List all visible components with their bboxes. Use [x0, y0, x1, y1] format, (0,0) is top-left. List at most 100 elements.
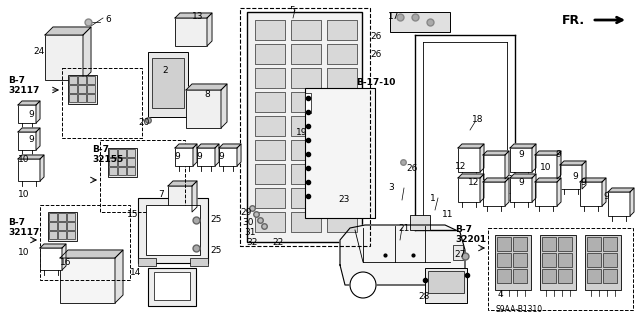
Polygon shape — [18, 128, 40, 132]
Bar — [109, 149, 117, 157]
Polygon shape — [18, 155, 44, 159]
Bar — [127, 149, 135, 157]
Bar — [291, 164, 321, 184]
Text: B-7
32117: B-7 32117 — [8, 76, 40, 95]
Bar — [108, 148, 137, 177]
Bar — [558, 253, 572, 267]
Polygon shape — [557, 151, 561, 179]
Bar — [483, 155, 505, 179]
Bar — [458, 178, 480, 202]
Text: 22: 22 — [272, 238, 284, 247]
Bar — [78, 76, 86, 84]
Bar — [58, 222, 66, 230]
Text: 32: 32 — [246, 238, 257, 247]
Bar — [410, 215, 430, 230]
Bar — [510, 148, 532, 172]
Bar — [247, 12, 362, 242]
Bar — [127, 167, 135, 175]
Polygon shape — [168, 181, 197, 186]
Bar — [513, 237, 527, 251]
Text: 27: 27 — [454, 250, 465, 259]
Bar — [87, 85, 95, 93]
Bar — [603, 269, 617, 283]
Polygon shape — [582, 161, 586, 189]
Bar — [190, 258, 208, 266]
Bar — [40, 205, 130, 280]
Text: 28: 28 — [418, 292, 429, 301]
Polygon shape — [480, 144, 484, 172]
Polygon shape — [608, 188, 634, 192]
Bar — [148, 52, 188, 117]
Text: 9: 9 — [174, 152, 180, 161]
Text: 26: 26 — [406, 164, 417, 173]
Bar — [603, 253, 617, 267]
Text: 26: 26 — [370, 50, 381, 59]
Bar — [18, 132, 36, 150]
Bar — [453, 245, 463, 260]
Polygon shape — [219, 144, 241, 148]
Polygon shape — [510, 174, 536, 178]
Bar — [255, 212, 285, 232]
Bar — [255, 116, 285, 136]
Bar — [148, 268, 196, 306]
Text: 30: 30 — [242, 218, 253, 227]
Polygon shape — [175, 144, 197, 148]
Bar — [127, 158, 135, 166]
Polygon shape — [480, 174, 484, 202]
Text: 14: 14 — [130, 268, 141, 277]
Polygon shape — [36, 128, 40, 150]
Text: B-7
32117: B-7 32117 — [8, 218, 40, 237]
Text: B-7
32155: B-7 32155 — [92, 145, 124, 164]
Bar — [67, 231, 75, 239]
Bar — [87, 94, 95, 102]
Circle shape — [350, 272, 376, 298]
Bar — [428, 271, 464, 293]
Bar — [255, 44, 285, 64]
Bar — [175, 148, 193, 166]
Bar — [49, 231, 57, 239]
Text: 9: 9 — [218, 152, 224, 161]
Bar — [109, 167, 117, 175]
Polygon shape — [60, 250, 123, 258]
Text: FR.: FR. — [562, 13, 585, 26]
Polygon shape — [505, 151, 509, 179]
Polygon shape — [175, 13, 212, 18]
Bar — [67, 213, 75, 221]
Bar — [291, 44, 321, 64]
Polygon shape — [197, 144, 219, 148]
Bar — [542, 269, 556, 283]
Bar — [580, 182, 602, 206]
Text: B-17-10: B-17-10 — [356, 78, 396, 87]
Polygon shape — [83, 27, 91, 80]
Bar — [390, 12, 450, 32]
Bar — [255, 188, 285, 208]
Bar — [186, 90, 221, 128]
Bar — [291, 212, 321, 232]
Bar — [255, 164, 285, 184]
Polygon shape — [45, 27, 91, 35]
Text: 2: 2 — [162, 66, 168, 75]
Bar — [100, 140, 185, 212]
Text: 12: 12 — [455, 162, 467, 171]
Polygon shape — [458, 174, 484, 178]
Text: 4: 4 — [498, 290, 504, 299]
Bar — [535, 182, 557, 206]
Text: 11: 11 — [442, 210, 454, 219]
Bar — [327, 44, 357, 64]
Text: 24: 24 — [33, 47, 44, 56]
Bar — [483, 182, 505, 206]
Bar — [78, 85, 86, 93]
Bar — [497, 269, 511, 283]
Polygon shape — [602, 178, 606, 206]
Bar — [327, 68, 357, 88]
Bar — [152, 58, 184, 108]
Polygon shape — [221, 84, 227, 128]
Bar — [488, 228, 633, 310]
Bar — [540, 235, 576, 290]
Bar — [18, 159, 40, 181]
Bar — [49, 213, 57, 221]
Polygon shape — [186, 84, 227, 90]
Polygon shape — [340, 225, 465, 285]
Bar — [62, 68, 142, 138]
Bar — [49, 222, 57, 230]
